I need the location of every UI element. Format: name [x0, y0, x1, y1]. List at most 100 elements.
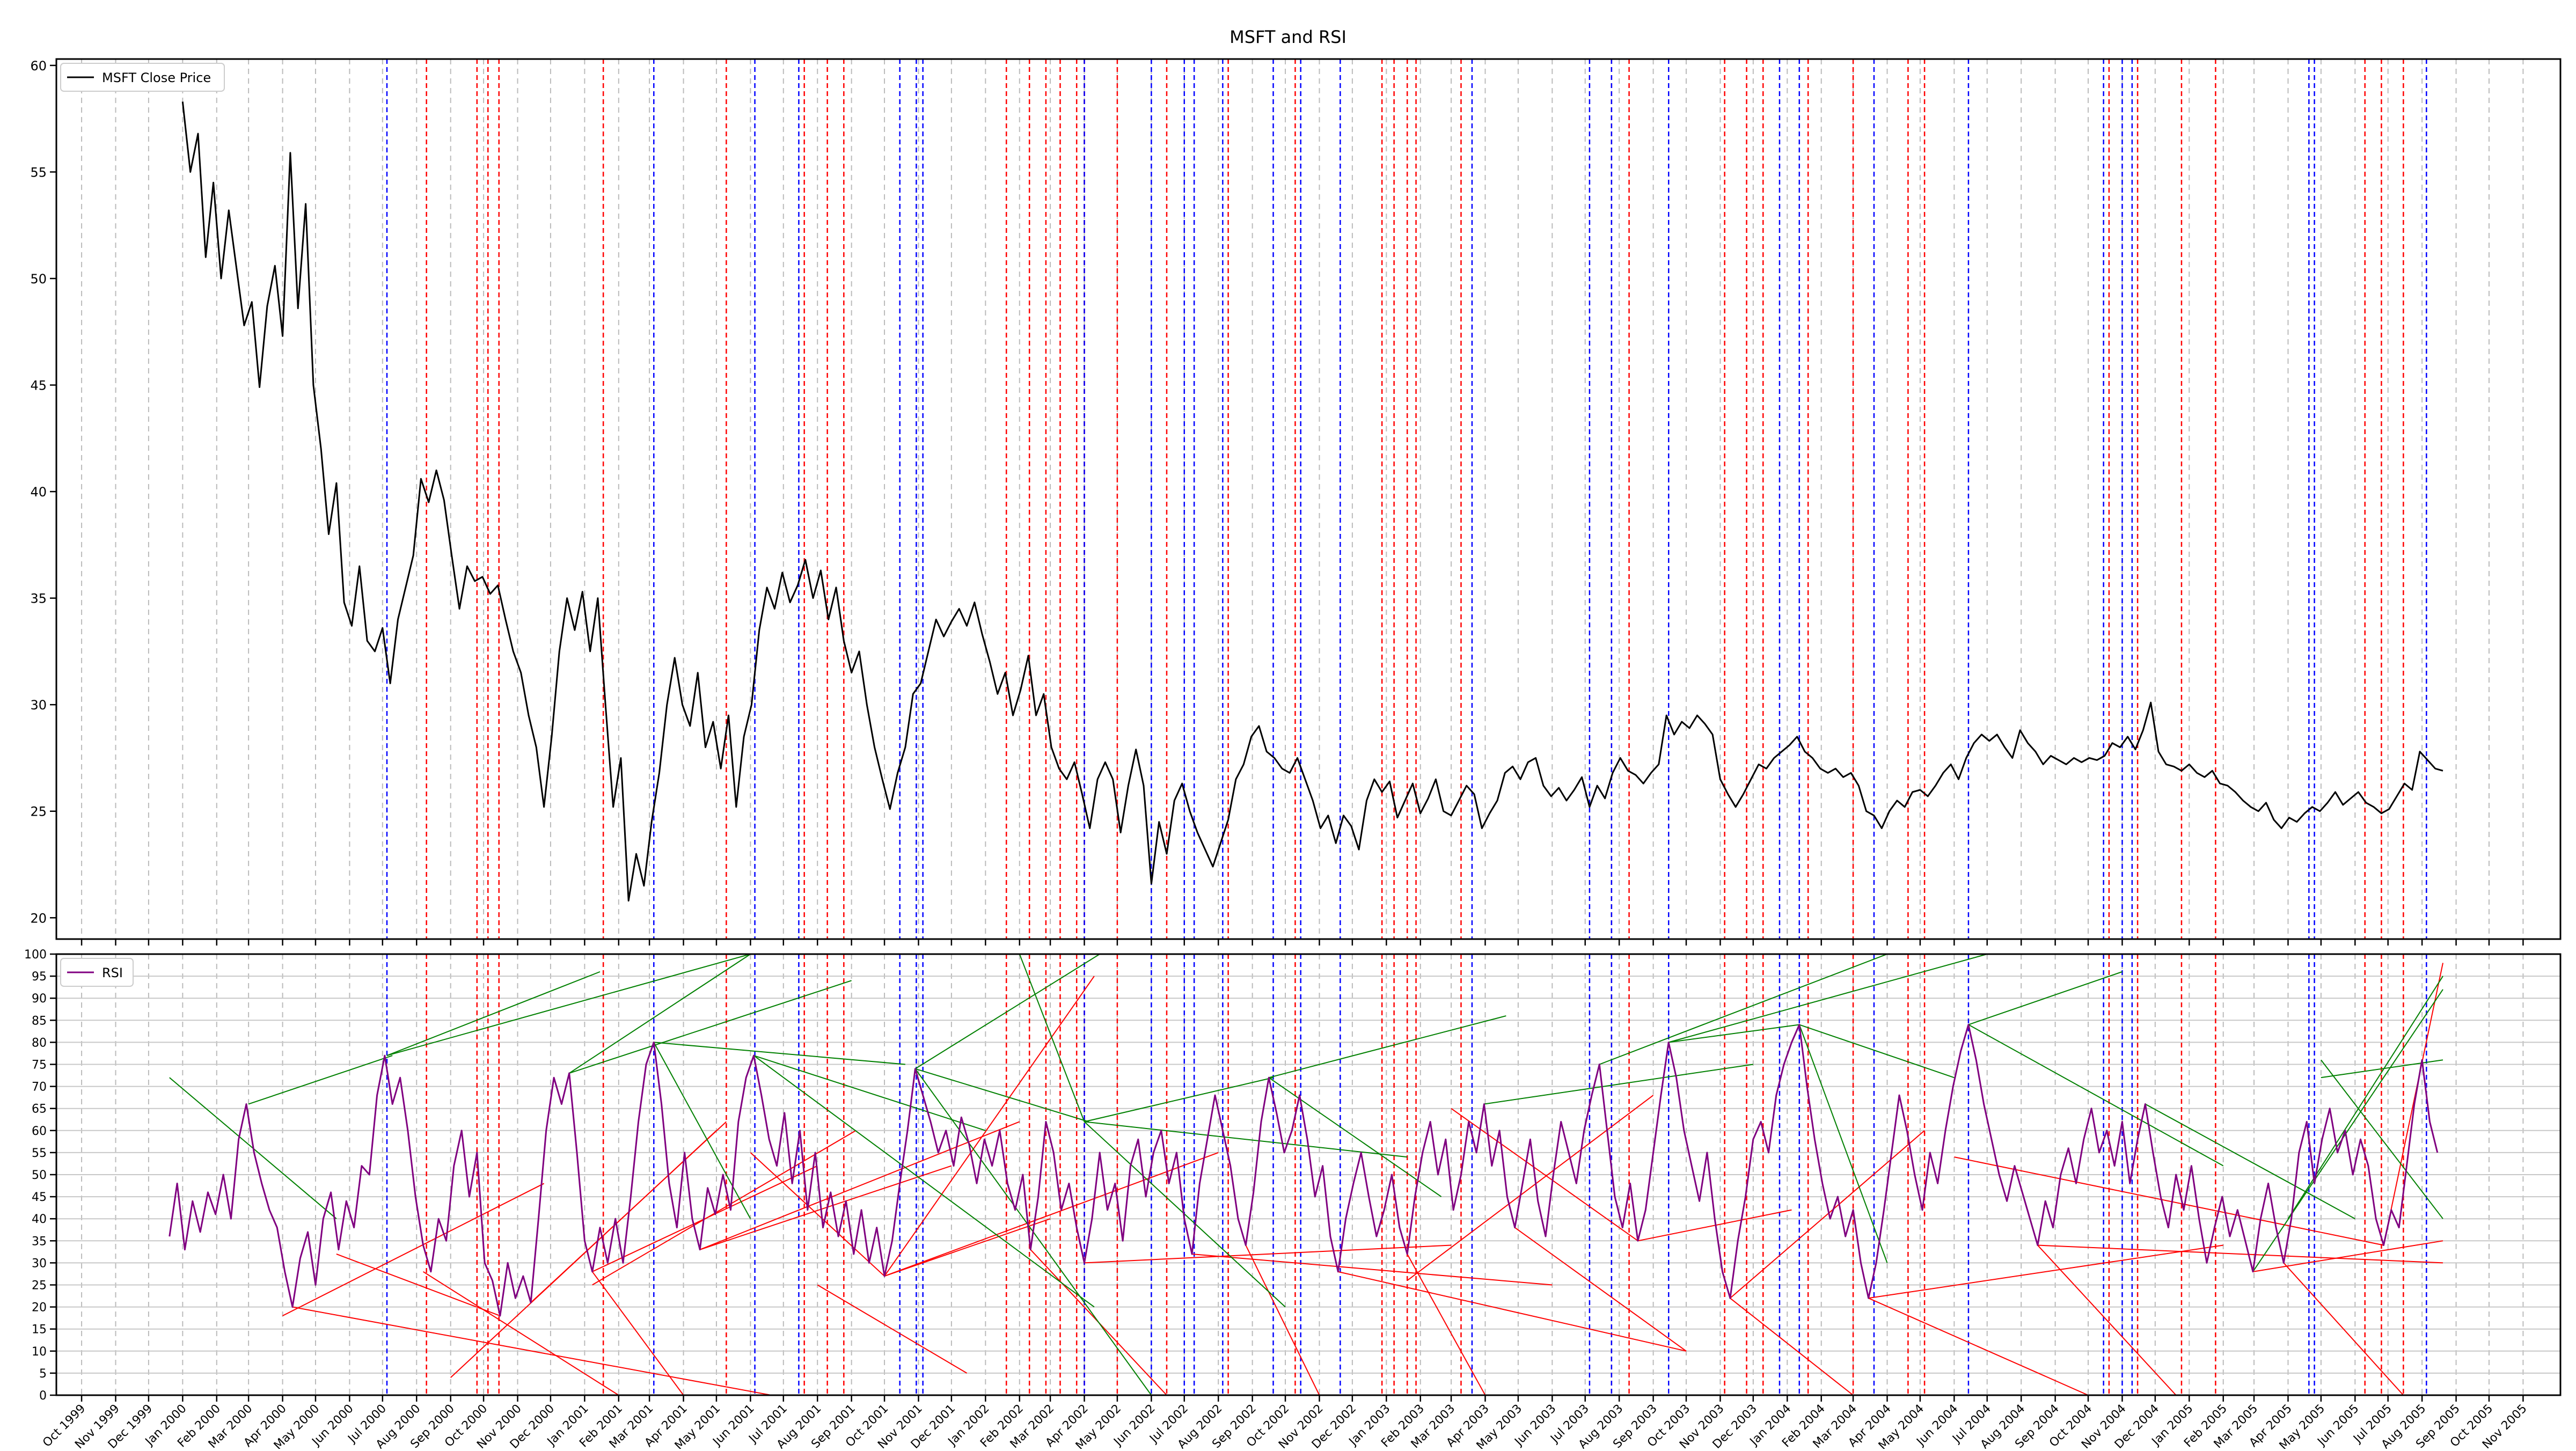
rsi-y-tick-label: 30 [32, 1257, 47, 1270]
resistance-trendline [753, 1055, 986, 1131]
resistance-trendline [1668, 954, 1987, 1043]
rsi-grid [56, 954, 2560, 1396]
rsi-y-tick-label: 5 [39, 1367, 47, 1381]
resistance-trendline [1798, 1024, 1888, 1263]
resistance-trendline [386, 954, 751, 1057]
support-trendline [282, 1183, 545, 1316]
price-legend: MSFT Close Price [60, 63, 225, 92]
rsi-y-tick-label: 20 [32, 1301, 47, 1315]
price-y-tick-label: 60 [30, 58, 47, 74]
resistance-trendline [1968, 971, 2123, 1025]
support-trendline [884, 1218, 1051, 1277]
rsi-support-lines [282, 963, 2444, 1395]
resistance-trendline [1084, 1077, 1274, 1123]
resistance-trendline [915, 1068, 1089, 1123]
support-trendline [1868, 1244, 2223, 1299]
rsi-y-tick-label: 85 [32, 1014, 47, 1028]
resistance-trendline [1268, 1077, 1442, 1197]
price-y-tick-label: 50 [30, 272, 47, 287]
rsi-line [169, 1024, 2439, 1317]
support-trendline [1868, 1298, 2089, 1395]
price-line [181, 101, 2443, 902]
price-legend-box [60, 63, 225, 92]
resistance-trendline [386, 971, 601, 1056]
rsi-y-tick-label: 70 [32, 1081, 47, 1094]
rsi-series [169, 1024, 2439, 1317]
resistance-trendline [1968, 1024, 2224, 1167]
price-series [181, 101, 2443, 902]
support-trendline [884, 976, 1095, 1277]
resistance-trendline [569, 954, 751, 1074]
resistance-trendline [2252, 989, 2443, 1272]
support-trendline [699, 1121, 1020, 1250]
support-trendline [2383, 963, 2444, 1245]
price-panel: 20 25 30 35 40 45 50 55 60 MSFT Close Price [30, 58, 2562, 946]
price-y-tick-label: 45 [30, 378, 47, 393]
resistance-trendline [2321, 1059, 2443, 1219]
rsi-y-tick-label: 65 [32, 1103, 47, 1116]
price-y-tick-label: 25 [30, 804, 47, 819]
rsi-y-tick-label: 55 [32, 1147, 47, 1160]
price-legend-label: MSFT Close Price [102, 70, 211, 85]
resistance-trendline [653, 1042, 751, 1219]
rsi-y-tick-label: 90 [32, 992, 47, 1006]
support-trendline [1245, 1245, 1320, 1395]
price-y-axis: 20 25 30 35 40 45 50 55 60 [30, 58, 56, 926]
rsi-y-tick-label: 50 [32, 1169, 47, 1182]
support-trendline [1191, 1253, 1553, 1286]
support-trendline [817, 1284, 968, 1374]
rsi-y-tick-label: 45 [32, 1191, 47, 1204]
rsi-y-tick-label: 0 [39, 1389, 47, 1403]
support-trendline [2283, 1262, 2404, 1395]
support-trendline [2037, 1244, 2443, 1264]
support-trendline [1730, 1298, 1854, 1395]
rsi-legend-label: RSI [102, 965, 123, 980]
resistance-trendline [248, 1055, 393, 1105]
support-trendline [699, 1165, 952, 1250]
resistance-trendline [1084, 1121, 1286, 1308]
rsi-y-tick-label: 25 [32, 1279, 47, 1293]
resistance-trendline [2145, 1103, 2355, 1220]
rsi-y-tick-label: 15 [32, 1323, 47, 1337]
support-trendline [336, 1254, 501, 1316]
resistance-trendline [1019, 954, 1085, 1122]
price-y-tick-label: 30 [30, 698, 47, 713]
resistance-trendline [1084, 1121, 1408, 1158]
rsi-y-tick-label: 35 [32, 1235, 47, 1248]
support-trendline [292, 1306, 772, 1395]
resistance-trendline [1484, 1064, 1753, 1105]
price-y-tick-label: 20 [30, 911, 47, 926]
price-y-tick-label: 35 [30, 591, 47, 606]
chart-title: MSFT and RSI [1230, 27, 1346, 47]
resistance-trendline [1269, 1015, 1506, 1079]
rsi-y-tick-label: 75 [32, 1059, 47, 1072]
support-trendline [750, 1152, 885, 1277]
resistance-trendline [569, 980, 852, 1074]
resistance-trendline [654, 1042, 906, 1065]
support-trendline [1084, 1244, 1452, 1264]
support-trendline [422, 1271, 619, 1395]
support-trendline [1451, 1108, 1638, 1242]
rsi-legend: RSI [60, 958, 134, 987]
support-trendline [1730, 1130, 1925, 1299]
support-trendline [884, 1152, 1219, 1277]
price-y-tick-label: 40 [30, 485, 47, 500]
resistance-trendline [1799, 1024, 1955, 1079]
support-trendline [2252, 1240, 2443, 1272]
rsi-y-tick-label: 80 [32, 1036, 47, 1050]
price-y-tick-label: 55 [30, 165, 47, 180]
rsi-y-tick-label: 100 [24, 948, 47, 962]
support-trendline [591, 1271, 684, 1395]
support-trendline [1637, 1209, 1792, 1242]
rsi-y-tick-label: 60 [32, 1125, 47, 1138]
rsi-legend-box [60, 958, 134, 987]
rsi-y-tick-label: 95 [32, 970, 47, 984]
resistance-trendline [1668, 1024, 1799, 1043]
support-trendline [2037, 1244, 2177, 1395]
support-trendline [1407, 1254, 1486, 1395]
rsi-y-axis: 0 5 10 15 20 25 30 35 40 45 50 55 60 65 70 75 80 85 90 95 10… [24, 948, 56, 1403]
price-panel-frame [55, 58, 2562, 940]
support-trendline [1954, 1156, 2384, 1246]
price-event-lines [386, 59, 2427, 939]
